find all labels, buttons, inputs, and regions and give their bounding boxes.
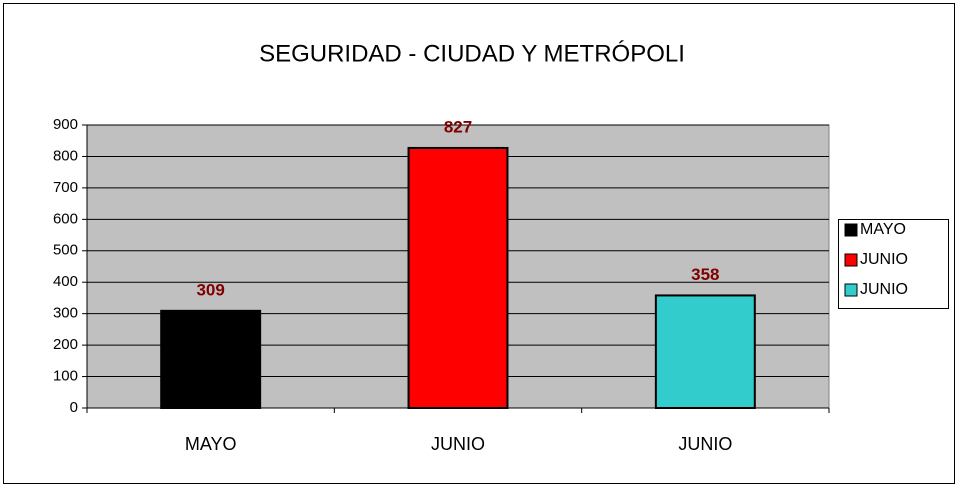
y-tick-label: 500 (53, 242, 78, 259)
y-tick-label: 100 (53, 368, 78, 385)
legend-label: JUNIO (860, 281, 908, 298)
x-tick-label: JUNIO (678, 434, 732, 454)
y-tick-label: 600 (53, 210, 78, 227)
y-tick-label: 400 (53, 273, 78, 290)
bar (407, 146, 509, 409)
y-tick-label: 0 (70, 399, 78, 416)
value-label: 827 (444, 117, 472, 136)
value-label: 309 (196, 280, 224, 299)
y-tick-label: 300 (53, 305, 78, 322)
legend-label: JUNIO (860, 251, 908, 268)
legend-label: MAYO (860, 221, 906, 238)
x-tick-label: JUNIO (431, 434, 485, 454)
value-label: 358 (691, 265, 719, 284)
y-tick-label: 200 (53, 336, 78, 353)
legend-swatch (844, 223, 858, 237)
y-tick-label: 800 (53, 147, 78, 164)
bar (654, 294, 756, 410)
y-tick-label: 700 (53, 179, 78, 196)
legend-swatch (844, 283, 858, 297)
legend-swatch (844, 253, 858, 267)
y-tick-label: 900 (53, 116, 78, 133)
x-tick-label: MAYO (185, 434, 237, 454)
bar (160, 309, 262, 409)
chart-title: SEGURIDAD - CIUDAD Y METRÓPOLI (259, 40, 685, 67)
